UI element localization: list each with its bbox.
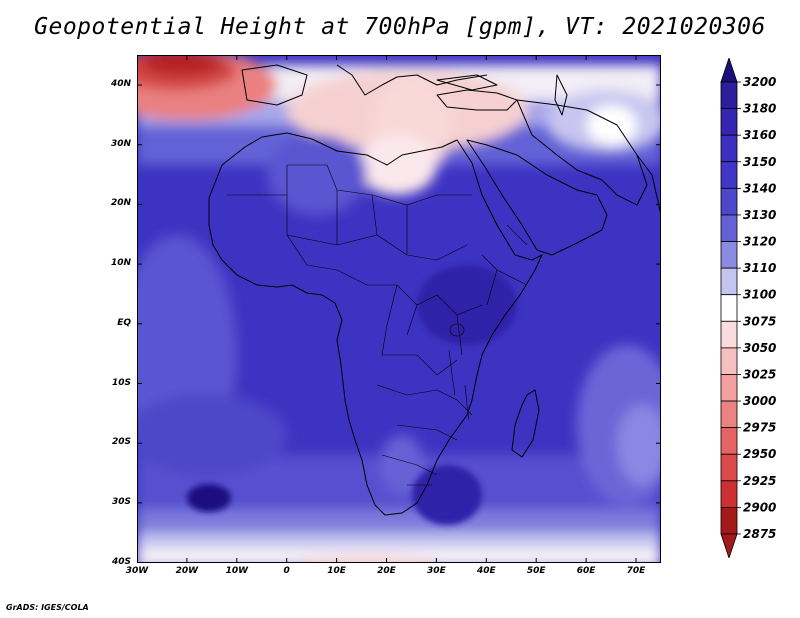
colorbar-label: 3075 bbox=[743, 314, 776, 328]
map-frame bbox=[137, 55, 661, 563]
lon-label: 30E bbox=[427, 566, 446, 576]
colorbar-swatch bbox=[720, 294, 738, 322]
colorbar-swatch bbox=[720, 108, 738, 136]
lon-label: 10E bbox=[327, 566, 346, 576]
colorbar-label: 3025 bbox=[743, 367, 776, 381]
border-lines-north bbox=[227, 164, 472, 261]
colorbar-swatch bbox=[720, 507, 738, 535]
colorbar-label: 3160 bbox=[743, 128, 776, 142]
lon-label: 20W bbox=[175, 566, 199, 576]
colorbar: 3200 3180 3160 3150 3140 3130 3120 3110 3100 3075… bbox=[720, 58, 776, 558]
coastline-iberia bbox=[241, 64, 308, 106]
colorbar-swatch bbox=[720, 134, 738, 163]
lat-label: 40S bbox=[111, 556, 131, 567]
coastline-black-sea bbox=[436, 74, 498, 91]
colorbar-label: 3200 bbox=[743, 75, 776, 89]
coastline-india bbox=[636, 154, 661, 216]
field-core-3180-atlantic bbox=[187, 484, 231, 512]
colorbar-swatch bbox=[720, 320, 738, 349]
colorbar-label: 3140 bbox=[743, 181, 776, 195]
field-south-band-3100 bbox=[137, 533, 661, 551]
colorbar-swatch bbox=[720, 427, 738, 455]
colorbar-label: 2875 bbox=[743, 527, 776, 541]
border-lines-east bbox=[481, 224, 528, 306]
lon-label: 60E bbox=[576, 566, 596, 576]
colorbar-swatch bbox=[720, 214, 738, 242]
colorbar-swatch bbox=[720, 161, 738, 189]
colorbar-label: 3180 bbox=[743, 102, 776, 116]
coastline-caspian bbox=[554, 74, 568, 116]
colorbar-label: 3000 bbox=[743, 394, 776, 408]
grads-credit: GrADS: IGES/COLA bbox=[6, 603, 89, 612]
colorbar-label: 3110 bbox=[743, 261, 776, 275]
field-trough-2900 bbox=[142, 55, 222, 75]
map-title: Geopotential Height at 700hPa [gpm], VT:… bbox=[34, 14, 766, 40]
field-south-band-3110 bbox=[137, 510, 661, 535]
coastline-madagascar bbox=[511, 389, 540, 458]
colorbar-swatch bbox=[720, 81, 738, 109]
lat-label: 20N bbox=[110, 198, 131, 209]
lon-label: 70E bbox=[626, 566, 646, 576]
field-ridge-3075 bbox=[357, 135, 437, 195]
field-south-3050 bbox=[299, 557, 435, 563]
lat-label: 30N bbox=[110, 138, 131, 149]
colorbar-label: 3130 bbox=[743, 208, 776, 222]
lake-malawi bbox=[464, 384, 470, 421]
colorbar-swatch bbox=[720, 480, 738, 508]
colorbar-label: 2900 bbox=[743, 500, 776, 514]
geopotential-height-map bbox=[137, 55, 661, 563]
colorbar-top-triangle bbox=[720, 58, 738, 83]
lake-victoria bbox=[449, 323, 465, 337]
lat-label: 30S bbox=[111, 496, 131, 507]
lon-label: 40E bbox=[476, 566, 496, 576]
lat-label: 10N bbox=[110, 258, 131, 269]
field-south-band-3075 bbox=[137, 548, 661, 563]
coastline-arabia bbox=[466, 139, 608, 256]
field-ne-3075 bbox=[587, 105, 637, 145]
lat-label: EQ bbox=[117, 317, 131, 328]
colorbar-swatch bbox=[720, 374, 738, 402]
colorbar-swatch bbox=[720, 347, 738, 375]
lake-tanganyika bbox=[448, 349, 456, 396]
field-sahara-3130 bbox=[267, 135, 367, 215]
coastline-africa bbox=[208, 132, 543, 516]
map-ticks bbox=[137, 55, 661, 563]
colorbar-swatch bbox=[720, 187, 738, 216]
border-lines-central bbox=[286, 234, 483, 376]
field-indian-ocean-3110 bbox=[617, 405, 661, 485]
field-west-atlantic-2 bbox=[137, 395, 287, 475]
colorbar-bottom-triangle bbox=[720, 533, 738, 558]
coastline-italy-balkans bbox=[336, 64, 488, 96]
field-kalahari-3120 bbox=[380, 435, 424, 495]
colorbar-swatch bbox=[720, 453, 738, 482]
lon-label: 30W bbox=[125, 566, 149, 576]
colorbar-swatch bbox=[720, 241, 738, 269]
lon-label: 50E bbox=[526, 566, 546, 576]
border-lines-south bbox=[376, 384, 473, 486]
colorbar-label: 2925 bbox=[743, 474, 776, 488]
lat-label: 20S bbox=[111, 437, 131, 448]
coastline-iran bbox=[516, 99, 648, 206]
lon-label: 20E bbox=[377, 566, 396, 576]
colorbar-label: 3150 bbox=[743, 155, 776, 169]
field-core-3160-africa bbox=[417, 265, 517, 345]
lat-label: 10S bbox=[111, 377, 131, 388]
colorbar-label: 2950 bbox=[743, 447, 776, 461]
colorbar-swatch bbox=[720, 400, 738, 429]
colorbar-swatch bbox=[720, 267, 738, 296]
lon-label: 0 bbox=[283, 566, 290, 576]
lat-label: 40N bbox=[110, 79, 131, 89]
colorbar-label: 3050 bbox=[743, 341, 776, 355]
colorbar-label: 3100 bbox=[743, 288, 776, 302]
colorbar-label: 2975 bbox=[743, 421, 776, 435]
field-core-3160-south bbox=[412, 465, 482, 525]
lon-label: 10W bbox=[225, 566, 249, 576]
colorbar-label: 3120 bbox=[743, 235, 776, 249]
